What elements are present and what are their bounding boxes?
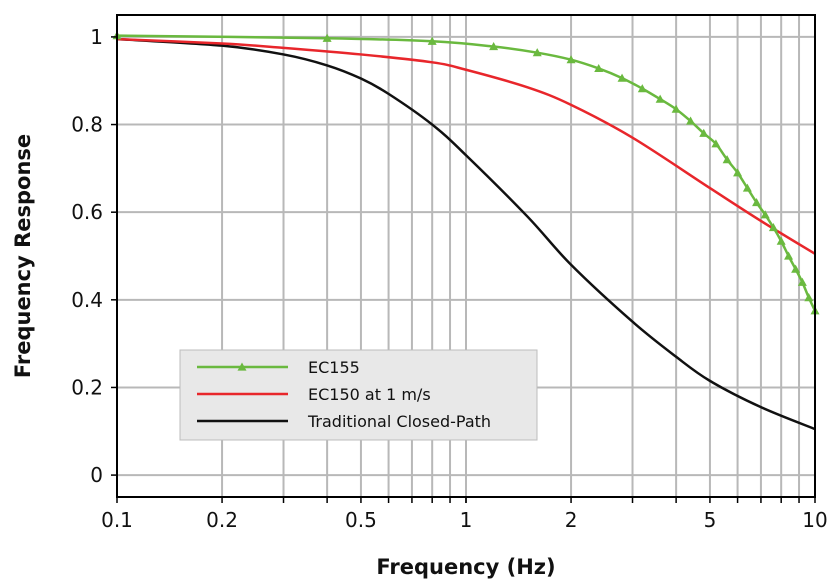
x-tick-label: 0.2 (206, 508, 238, 532)
series-layer (112, 31, 820, 431)
series-point-ec155 (322, 33, 332, 42)
series-point-ec155 (637, 84, 647, 93)
tick-labels: 0.1 0.2 0.5 1 2 5 10 0 0.2 0.4 0.6 0.8 1 (71, 25, 828, 532)
series-point-ec155 (699, 128, 709, 137)
y-tick-label: 0.8 (71, 113, 103, 137)
y-tick-label: 0.6 (71, 200, 103, 224)
series-point-ec155 (617, 73, 627, 82)
x-tick-label: 0.5 (345, 508, 377, 532)
series-point-ec155 (791, 264, 801, 273)
y-tick-label: 0 (90, 463, 103, 487)
x-tick-label: 1 (460, 508, 473, 532)
y-axis-title: Frequency Response (11, 134, 35, 378)
series-point-ec155 (784, 251, 794, 260)
series-line-traditional-closed-path (116, 37, 816, 431)
series-point-ec155 (532, 48, 542, 57)
series-point-ec155 (489, 42, 499, 51)
x-tick-label: 0.1 (101, 508, 133, 532)
y-tick-label: 0.4 (71, 288, 103, 312)
series-point-ec155 (776, 236, 786, 245)
series-point-ec155 (760, 210, 770, 219)
series-point-ec155 (804, 293, 814, 302)
legend-label-traditional-closed-path: Traditional Closed-Path (307, 412, 491, 431)
series-point-ec155 (566, 55, 576, 64)
series-point-ec155 (752, 198, 762, 207)
x-tick-label: 5 (704, 508, 717, 532)
legend-label-ec150-at-1-m-s: EC150 at 1 m/s (308, 385, 431, 404)
series-point-ec155 (671, 104, 681, 113)
x-tick-label: 10 (802, 508, 827, 532)
series-point-ec155 (768, 223, 778, 232)
series-point-ec155 (594, 63, 604, 73)
legend: EC155 EC150 at 1 m/s Traditional Closed-Pa… (179, 349, 538, 441)
series-point-ec155 (722, 155, 732, 164)
series-point-ec155 (797, 277, 807, 286)
y-tick-label: 0.2 (71, 375, 103, 399)
legend-marker-ec155 (237, 362, 247, 371)
series-point-ec155 (655, 94, 665, 103)
series-line-ec150-at-1-m-s (116, 37, 816, 255)
series-point-ec155 (427, 36, 437, 45)
series-point-ec155 (742, 183, 752, 192)
series-point-ec155 (686, 116, 696, 125)
series-point-ec155 (711, 139, 721, 148)
x-tick-label: 2 (565, 508, 578, 532)
legend-label-ec155: EC155 (308, 358, 360, 377)
x-axis-title: Frequency (Hz) (376, 555, 555, 579)
series-point-ec155 (733, 168, 743, 177)
y-tick-label: 1 (90, 25, 103, 49)
axis-ticks (111, 36, 816, 503)
